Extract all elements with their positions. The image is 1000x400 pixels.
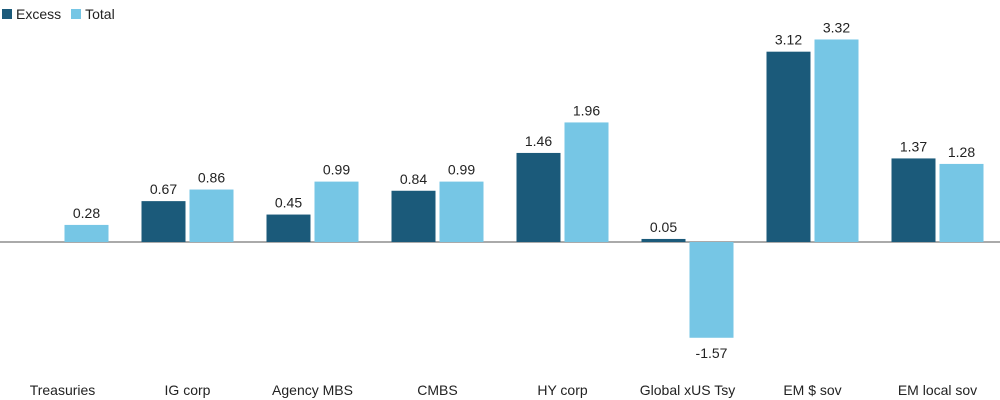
bar-total <box>64 224 109 242</box>
legend-swatch-excess <box>2 9 12 19</box>
bar-excess <box>891 158 936 242</box>
bar-total <box>314 181 359 242</box>
x-tick-label: IG corp <box>165 382 211 398</box>
bar-total <box>939 163 984 242</box>
data-label-total: 0.86 <box>198 170 225 186</box>
bar-excess <box>391 190 436 242</box>
data-label-total: 3.32 <box>823 19 850 35</box>
data-label-total: 1.28 <box>948 144 975 160</box>
legend-label-total: Total <box>85 6 115 22</box>
legend-item-excess: Excess <box>2 6 61 22</box>
bar-total <box>814 39 859 243</box>
data-label-excess: 1.37 <box>900 138 927 154</box>
data-label-total: 1.96 <box>573 102 600 118</box>
x-tick-label: Global xUS Tsy <box>640 382 735 398</box>
data-label-excess: 3.12 <box>775 32 802 48</box>
data-label-total: 0.99 <box>448 162 475 178</box>
data-label-excess: 0.45 <box>275 195 302 211</box>
x-tick-label: Agency MBS <box>272 382 353 398</box>
data-label-excess: 0.05 <box>650 219 677 235</box>
bar-excess <box>141 201 186 242</box>
legend-item-total: Total <box>71 6 115 22</box>
chart-legend: Excess Total <box>2 6 125 22</box>
bar-excess <box>516 152 561 242</box>
legend-label-excess: Excess <box>16 6 62 22</box>
x-tick-label: CMBS <box>417 382 457 398</box>
bar-total <box>439 181 484 242</box>
data-label-total: 0.28 <box>73 205 100 221</box>
x-tick-label: EM $ sov <box>783 382 841 398</box>
legend-swatch-total <box>71 9 82 19</box>
bar-excess <box>766 51 811 243</box>
data-label-excess: 1.46 <box>525 133 552 149</box>
x-tick-label: HY corp <box>537 382 588 398</box>
data-label-excess: 0.67 <box>150 181 177 197</box>
bar-excess <box>266 214 311 242</box>
x-tick-label: Treasuries <box>30 382 96 398</box>
bar-total <box>689 242 734 338</box>
x-tick-label: EM local sov <box>898 382 977 398</box>
bar-excess <box>641 238 686 242</box>
bar-total <box>564 122 609 242</box>
bar-total <box>189 189 234 242</box>
data-label-total: -1.57 <box>696 345 728 361</box>
data-label-total: 0.99 <box>323 162 350 178</box>
data-label-excess: 0.84 <box>400 171 427 187</box>
